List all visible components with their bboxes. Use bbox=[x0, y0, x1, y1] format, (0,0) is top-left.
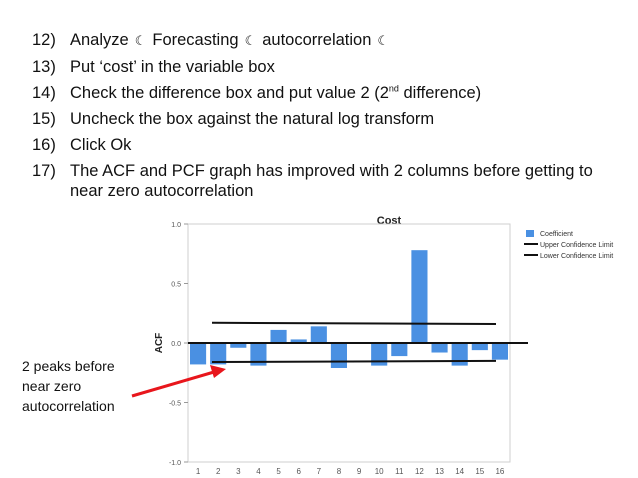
x-tick-label: 15 bbox=[475, 467, 484, 476]
x-tick-label: 14 bbox=[455, 467, 464, 476]
x-tick-label: 11 bbox=[395, 467, 404, 476]
step-list: 12) Analyze ☾ Forecasting ☾ autocorrelation ☾… bbox=[32, 30, 622, 207]
step-12: 12) Analyze ☾ Forecasting ☾ autocorrelation ☾ bbox=[32, 30, 622, 51]
y-tick-label: 1.0 bbox=[171, 222, 181, 229]
ordinal-suffix: nd bbox=[388, 83, 399, 94]
acf-bar bbox=[210, 343, 227, 365]
acf-bar bbox=[471, 343, 488, 351]
menu-analyze: Analyze bbox=[70, 31, 129, 49]
step-text: Click Ok bbox=[70, 136, 132, 154]
step-number: 14) bbox=[32, 84, 56, 102]
step-number: 17) bbox=[32, 162, 56, 180]
acf-bar bbox=[391, 343, 408, 357]
step-16: 16) Click Ok bbox=[32, 135, 622, 155]
x-tick-label: 7 bbox=[317, 467, 322, 476]
legend-label-limit: Lower Confidence Limit bbox=[540, 253, 613, 260]
step-text: Put ‘cost’ in the variable box bbox=[70, 58, 275, 76]
x-tick-label: 8 bbox=[337, 467, 342, 476]
step-15: 15) Uncheck the box against the natural … bbox=[32, 109, 622, 129]
step-text-post: difference) bbox=[398, 84, 482, 102]
acf-bar bbox=[190, 343, 207, 365]
x-tick-label: 3 bbox=[236, 467, 241, 476]
step-text: The ACF and PCF graph has improved with … bbox=[70, 162, 593, 200]
step-text: Uncheck the box against the natural log … bbox=[70, 110, 435, 128]
x-tick-label: 4 bbox=[256, 467, 261, 476]
callout-text: 2 peaks before near zero autocorrelation bbox=[22, 358, 115, 414]
step-text: Analyze ☾ Forecasting ☾ autocorrelation ☾ bbox=[70, 30, 622, 51]
step-17: 17) The ACF and PCF graph has improved w… bbox=[32, 161, 622, 201]
acf-bar bbox=[310, 326, 327, 343]
y-axis-label: ACF bbox=[154, 333, 165, 354]
x-tick-label: 9 bbox=[357, 467, 362, 476]
x-tick-label: 16 bbox=[495, 467, 504, 476]
y-tick-label: 0.5 bbox=[171, 282, 181, 289]
legend-label-limit: Upper Confidence Limit bbox=[540, 242, 613, 249]
x-tick-label: 2 bbox=[216, 467, 221, 476]
acf-bar bbox=[270, 329, 287, 343]
x-tick-label: 13 bbox=[435, 467, 444, 476]
acf-bar bbox=[451, 343, 468, 366]
step-number: 12) bbox=[32, 31, 56, 49]
x-tick-label: 5 bbox=[276, 467, 281, 476]
lower-confidence-line bbox=[211, 359, 497, 364]
acf-bar bbox=[250, 343, 267, 366]
crescent-moon-icon: ☾ bbox=[134, 33, 147, 48]
step-number: 16) bbox=[32, 136, 56, 154]
crescent-moon-icon: ☾ bbox=[377, 33, 390, 48]
y-tick-label: 0.0 bbox=[171, 341, 181, 348]
x-tick-label: 12 bbox=[415, 467, 424, 476]
crescent-moon-icon: ☾ bbox=[244, 33, 257, 48]
y-tick-label: -1.0 bbox=[169, 460, 181, 467]
acf-bar bbox=[230, 343, 247, 348]
acf-bar bbox=[330, 343, 347, 368]
chart-title: Cost bbox=[377, 215, 402, 227]
step-text: Check the difference box and put value 2… bbox=[70, 83, 622, 103]
legend-swatch-coefficient bbox=[526, 230, 534, 237]
upper-confidence-line bbox=[211, 321, 497, 325]
acf-bar bbox=[491, 343, 508, 360]
x-tick-label: 1 bbox=[196, 467, 201, 476]
x-tick-label: 6 bbox=[296, 467, 301, 476]
acf-bar bbox=[411, 250, 428, 343]
step-13: 13) Put ‘cost’ in the variable box bbox=[32, 57, 622, 77]
step-number: 15) bbox=[32, 110, 56, 128]
acf-bar bbox=[371, 343, 388, 366]
legend-label-coefficient: Coefficient bbox=[540, 231, 573, 238]
step-number: 13) bbox=[32, 58, 56, 76]
x-tick-label: 10 bbox=[375, 467, 384, 476]
acf-bar bbox=[290, 339, 307, 343]
acf-bar bbox=[431, 343, 448, 353]
menu-autocorrelation: autocorrelation bbox=[262, 31, 372, 49]
menu-forecasting: Forecasting bbox=[152, 31, 239, 49]
step-14: 14) Check the difference box and put val… bbox=[32, 83, 622, 103]
step-text-pre: Check the difference box and put value 2… bbox=[70, 84, 389, 102]
y-tick-label: -0.5 bbox=[169, 401, 181, 408]
